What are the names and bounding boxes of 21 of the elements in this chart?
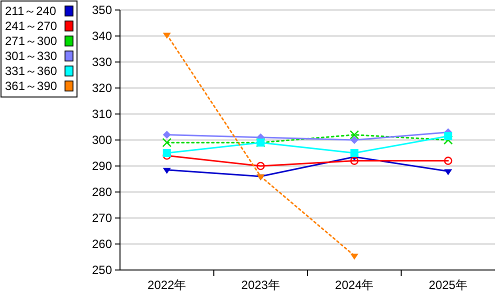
y-tick-label: 350 xyxy=(92,3,112,18)
legend-label: 271～300 xyxy=(5,34,58,48)
x-tick-label: 2022年 xyxy=(148,278,186,292)
y-tick-label: 270 xyxy=(92,211,112,226)
y-tick-label: 310 xyxy=(92,107,112,122)
legend-label: 331～360 xyxy=(5,64,58,78)
y-tick-label: 250 xyxy=(92,263,112,278)
x-tick-label: 2024年 xyxy=(335,278,374,292)
legend-label: 211～240 xyxy=(5,4,56,18)
legend-label: 361～390 xyxy=(5,79,58,93)
y-tick-label: 290 xyxy=(92,159,112,174)
legend-label: 301～330 xyxy=(5,49,58,63)
y-tick-label: 330 xyxy=(92,55,112,70)
y-tick-label: 340 xyxy=(92,29,112,44)
y-tick-label: 320 xyxy=(92,81,112,96)
legend-label: 241～270 xyxy=(5,19,58,33)
x-tick-label: 2023年 xyxy=(241,278,280,292)
x-tick-label: 2025年 xyxy=(428,278,468,292)
y-tick-label: 300 xyxy=(92,133,112,148)
y-tick-label: 280 xyxy=(92,185,112,200)
y-tick-label: 260 xyxy=(92,237,112,252)
